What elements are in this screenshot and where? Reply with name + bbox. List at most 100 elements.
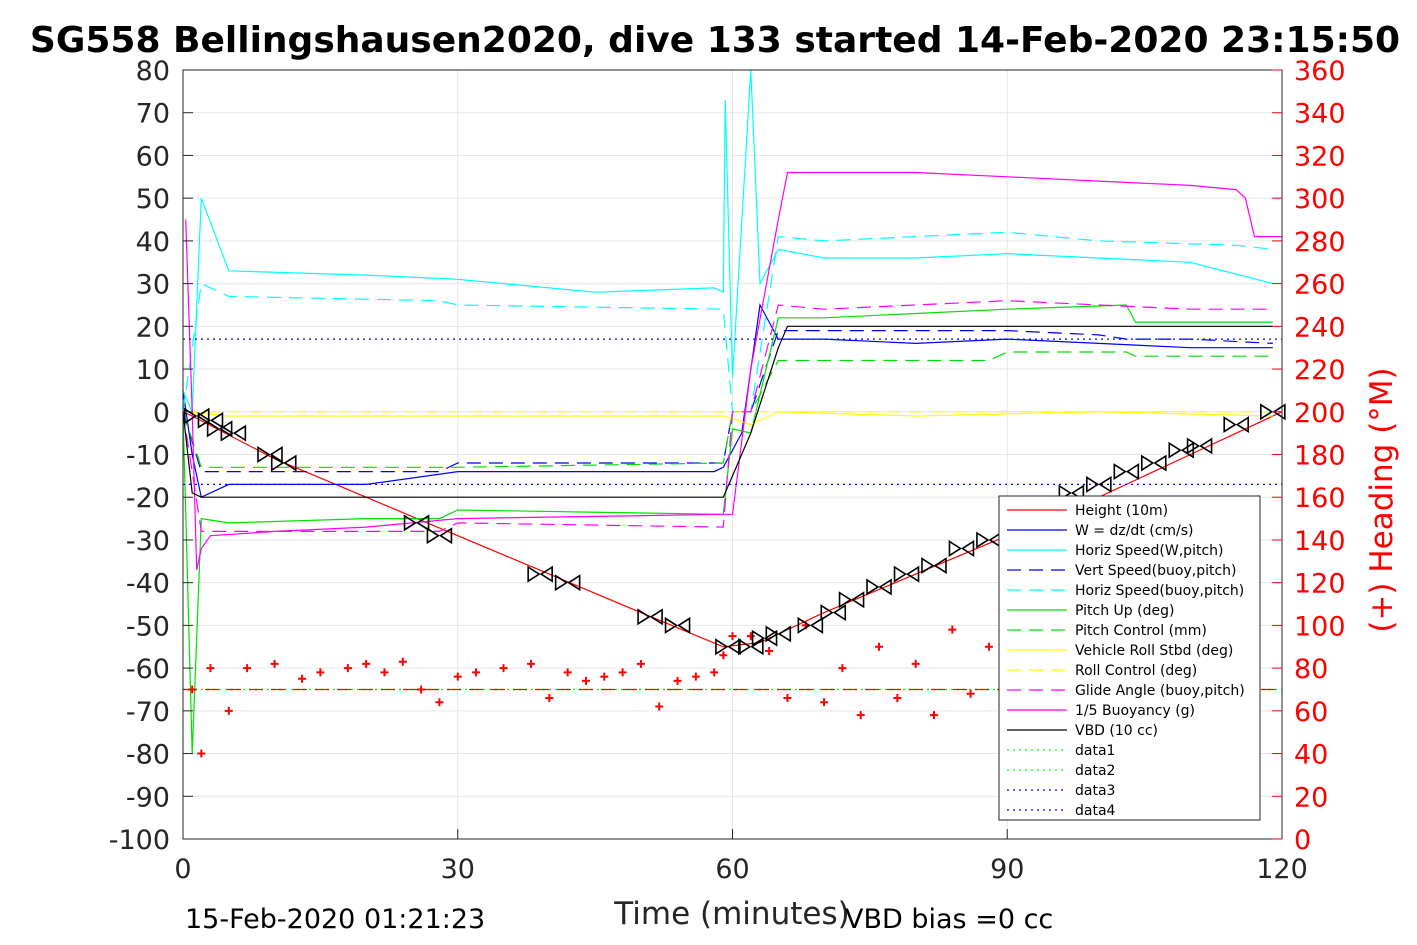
waypoint-marker: [554, 574, 581, 592]
waypoint-marker: [948, 540, 975, 557]
y2-tick-label: 80: [1294, 654, 1328, 685]
legend-label: data4: [1075, 803, 1116, 819]
y-tick-label: -90: [126, 782, 170, 813]
y-tick-label: 40: [136, 227, 170, 258]
y-tick-label: -50: [126, 611, 170, 642]
y-tick-label: -80: [126, 740, 170, 771]
heading-point: [398, 657, 407, 666]
heading-point: [499, 664, 508, 673]
heading-point: [691, 672, 700, 681]
series-line-1-5-buoyancy-g: [185, 171, 1282, 571]
waypoint-marker: [220, 424, 247, 442]
y2-tick-label: 0: [1294, 825, 1311, 856]
series-line-glide-angle-buoy-pitch: [182, 300, 1273, 533]
footer-date: 15-Feb-2020 01:21:23: [185, 904, 485, 935]
waypoint-marker: [1113, 463, 1140, 481]
legend-label: Horiz Speed(W,pitch): [1075, 543, 1223, 559]
y2-tick-label: 300: [1294, 184, 1346, 215]
waypoint-marker: [270, 454, 297, 472]
y2-tick-label: 340: [1294, 99, 1346, 130]
heading-point: [343, 664, 352, 673]
heading-point: [948, 625, 957, 634]
y2-tick-label: 200: [1294, 398, 1346, 429]
series-layer: [182, 69, 1283, 754]
heading-point: [453, 672, 462, 681]
heading-point: [746, 632, 755, 641]
waypoint-marker: [738, 638, 764, 656]
series-line-pitch-control-mm: [182, 351, 1273, 468]
heading-point: [765, 647, 774, 656]
right-axis: 3603403203002802602402202001801601401201…: [1272, 56, 1346, 856]
y-tick-label: 10: [136, 355, 170, 386]
y2-tick-label: 180: [1294, 441, 1346, 472]
legend-label: Pitch Up (deg): [1075, 603, 1174, 619]
y2-tick-label: 120: [1294, 569, 1346, 600]
waypoint-marker: [866, 578, 892, 596]
y2-tick-label: 260: [1294, 270, 1346, 301]
heading-point: [316, 668, 325, 677]
heading-point: [618, 668, 627, 677]
series-line-vbd-10-cc: [182, 325, 1273, 498]
x-tick-label: 30: [441, 854, 475, 885]
heading-point: [929, 711, 938, 720]
heading-point: [719, 651, 728, 660]
heading-point: [270, 659, 279, 668]
legend-label: Glide Angle (buoy,pitch): [1075, 683, 1245, 699]
y2-tick-label: 100: [1294, 611, 1346, 642]
legend-label: Horiz Speed(buoy,pitch): [1075, 583, 1244, 599]
x-axis-label: Time (minutes): [613, 896, 849, 932]
legend-label: Vert Speed(buoy,pitch): [1075, 563, 1237, 579]
waypoint-marker: [765, 625, 792, 643]
waypoint-marker: [751, 629, 778, 647]
markers-layer: [183, 403, 1286, 758]
heading-point: [362, 659, 371, 668]
y2-tick-label: 140: [1294, 526, 1346, 557]
y2-tick-label: 220: [1294, 355, 1346, 386]
legend-label: Roll Control (deg): [1075, 663, 1197, 679]
y2-tick-label: 40: [1294, 740, 1328, 771]
heading-point: [243, 664, 252, 673]
waypoint-marker: [403, 514, 430, 532]
y-tick-label: 20: [136, 312, 170, 343]
legend-label: Height (10m): [1075, 503, 1168, 519]
heading-point: [856, 711, 865, 720]
footer-vbd-bias: VBD bias =0 cc: [845, 904, 1053, 935]
legend-label: Vehicle Roll Stbd (deg): [1075, 643, 1233, 659]
series-line-w-dz-dt-cm-s: [182, 303, 1273, 499]
y-tick-label: 60: [136, 141, 170, 172]
heading-point: [435, 698, 444, 707]
waypoint-marker: [257, 446, 283, 463]
legend-label: data2: [1075, 763, 1115, 779]
heading-point: [984, 642, 993, 651]
heading-point: [655, 702, 664, 711]
series-line-horiz-speed-buoy-pitch: [182, 231, 1273, 413]
waypoint-marker: [1186, 437, 1213, 455]
heading-point: [600, 672, 609, 681]
heading-point: [636, 659, 645, 668]
waypoint-marker: [664, 616, 691, 634]
heading-point: [380, 668, 389, 677]
waypoint-marker: [820, 604, 847, 622]
heading-point: [838, 664, 847, 673]
bottom-axis: 0 30 60 90 120: [174, 829, 1308, 885]
heading-point: [911, 659, 920, 668]
waypoint-marker: [197, 411, 224, 429]
waypoint-marker: [1223, 416, 1250, 434]
y-tick-label: -30: [126, 526, 170, 557]
waypoint-marker: [637, 608, 663, 626]
heading-point: [820, 698, 829, 707]
heading-point: [545, 694, 554, 703]
heading-point: [966, 689, 975, 698]
x-tick-label: 120: [1256, 854, 1308, 885]
y2-tick-label: 320: [1294, 141, 1346, 172]
heading-point: [197, 749, 206, 758]
legend-label: data1: [1075, 743, 1115, 759]
y-tick-label: -40: [126, 569, 170, 600]
chart-title: SG558 Bellingshausen2020, dive 133 start…: [30, 20, 1400, 61]
waypoint-marker: [715, 638, 741, 656]
left-axis: 80 70 60 50 40 30 20 10 0 -10 -20 -30 -40 -50 -60 -70 -8…: [109, 56, 193, 856]
waypoint-marker: [1260, 403, 1286, 421]
y-tick-label: 70: [136, 99, 170, 130]
y-tick-label: -20: [126, 483, 170, 514]
waypoint-marker: [893, 565, 920, 583]
